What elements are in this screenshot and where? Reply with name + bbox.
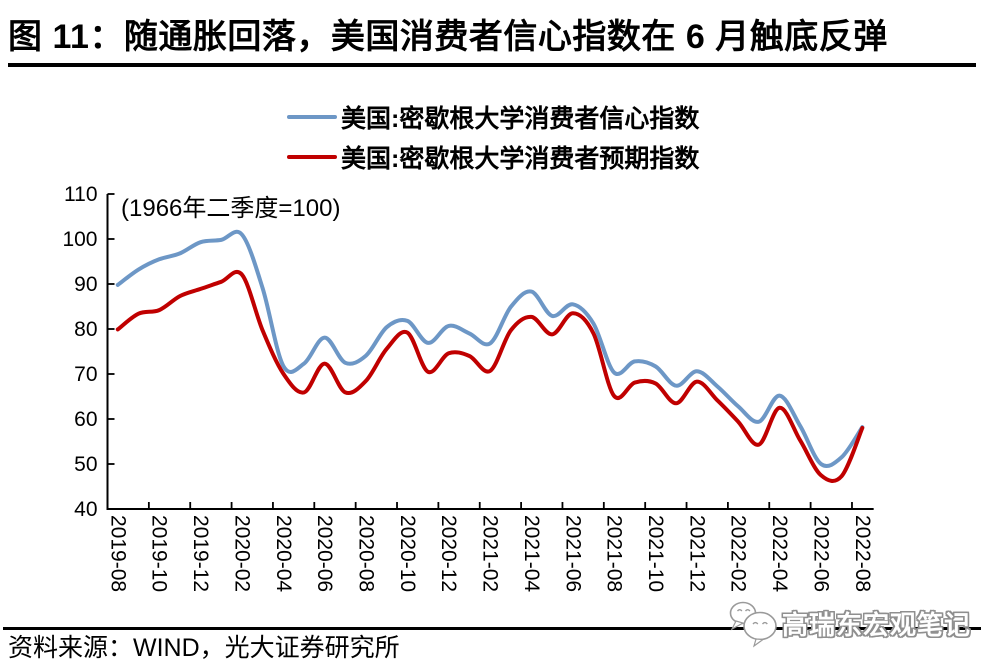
x-tick-label: 2022-02 [727,515,750,592]
y-tick-label: 60 [74,408,97,431]
figure-title: 图 11：随通胀回落，美国消费者信心指数在 6 月触底反弹 [8,18,888,56]
sentiment-index-line [115,229,865,468]
legend-label-sentiment: 美国:密歇根大学消费者信心指数 [341,105,700,133]
x-tick-label: 2019-12 [189,515,212,592]
x-tick-label: 2021-12 [685,515,708,592]
source-note: 资料来源：WIND，光大证券研究所 [8,634,400,662]
footer-divider [3,627,981,630]
y-tick-label: 100 [62,228,97,251]
x-tick-label: 2021-04 [520,515,543,592]
x-tick-label: 2019-08 [106,515,129,592]
x-tick-label: 2020-06 [313,515,336,592]
wechat-icon [729,601,777,648]
y-tick-label: 70 [74,363,97,386]
legend-label-expectations: 美国:密歇根大学消费者预期指数 [341,145,700,173]
x-tick-label: 2021-08 [603,515,626,592]
x-tick-label: 2022-08 [851,515,874,592]
watermark-text: 高瑞东宏观笔记 [782,609,972,640]
x-tick-label: 2021-06 [561,515,584,592]
expectations-index-line [115,269,865,483]
y-tick-label: 80 [74,318,97,341]
y-tick-label: 40 [74,498,97,521]
y-tick-label: 90 [74,273,97,296]
legend-item-sentiment: 美国:密歇根大学消费者信心指数 [287,104,699,133]
x-tick-label: 2020-10 [396,515,419,592]
x-tick-label: 2022-06 [810,515,833,592]
x-tick-label: 2020-08 [355,515,378,592]
title-divider [8,63,976,67]
axis-note: (1966年二季度=100) [121,195,340,222]
x-tick-label: 2021-10 [644,515,667,592]
y-tick-label: 50 [74,453,97,476]
watermark: 高瑞东宏观笔记 [726,598,971,648]
x-tick-label: 2022-04 [768,515,791,592]
y-tick-label: 110 [64,183,97,206]
x-tick-label: 2021-02 [479,515,502,592]
x-tick-label: 2020-04 [272,515,295,592]
chart-legend: 美国:密歇根大学消费者信心指数 美国:密歇根大学消费者预期指数 [287,104,699,184]
legend-item-expectations: 美国:密歇根大学消费者预期指数 [287,144,699,173]
legend-line-red-icon [287,155,337,159]
legend-line-blue-icon [287,115,337,119]
x-tick-label: 2020-12 [437,515,460,592]
x-tick-label: 2019-10 [148,515,171,592]
x-tick-label: 2020-02 [230,515,253,592]
